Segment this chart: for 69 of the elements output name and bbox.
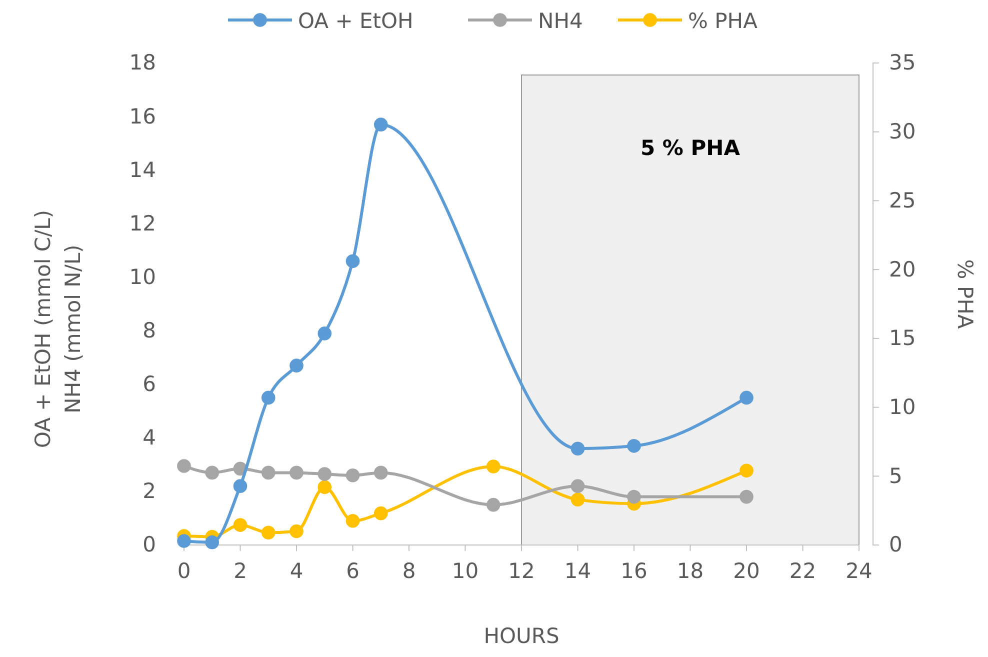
point	[570, 479, 585, 493]
point	[290, 466, 304, 480]
point	[318, 467, 332, 481]
y-tick-label: 2	[142, 479, 156, 504]
y2-tick-label: 20	[889, 257, 916, 282]
x-tick-label: 0	[177, 558, 191, 583]
legend-label: % PHA	[688, 9, 758, 33]
x-tick-label: 8	[402, 558, 416, 583]
point	[627, 490, 641, 504]
x-tick-label: 22	[789, 558, 816, 583]
x-tick-label: 6	[346, 558, 360, 583]
y-tick-label: 0	[142, 532, 156, 557]
point	[740, 490, 754, 504]
x-tick-label: 10	[452, 558, 479, 583]
point	[261, 526, 276, 540]
x-tick-label: 12	[508, 558, 535, 583]
y-tick-label: 6	[142, 372, 156, 396]
point	[374, 118, 388, 132]
point	[205, 535, 220, 550]
point	[261, 466, 276, 480]
point	[570, 492, 585, 506]
y-tick-label: 12	[129, 211, 156, 236]
y2-tick-label: 5	[889, 464, 902, 488]
point	[318, 480, 332, 494]
x-tick-label: 2	[234, 558, 247, 583]
point	[290, 358, 304, 372]
legend-label: OA + EtOH	[298, 9, 414, 33]
point	[486, 498, 500, 512]
point	[346, 514, 360, 528]
point	[233, 479, 248, 493]
point	[346, 468, 360, 482]
x-tick-label: 18	[676, 558, 704, 583]
y-tick-label: 10	[129, 264, 156, 289]
y-tick-label: 14	[129, 158, 156, 182]
point	[740, 464, 754, 478]
y-tick-label: 4	[142, 426, 156, 450]
annotation: 5 % PHA	[640, 136, 741, 160]
point	[740, 390, 754, 405]
y2-tick-label: 30	[889, 120, 916, 144]
y2-tick-label: 25	[889, 188, 916, 212]
x-tick-label: 14	[564, 558, 592, 583]
y2-tick-label: 0	[889, 532, 902, 557]
x-tick-label: 16	[620, 558, 648, 583]
point	[318, 326, 332, 340]
x-axis-title: HOURS	[484, 624, 560, 648]
point	[177, 534, 191, 548]
point	[261, 390, 276, 405]
point	[346, 254, 360, 268]
y2-tick-label: 10	[889, 395, 916, 420]
y-tick-label: 8	[142, 318, 156, 342]
y-tick-label: 18	[129, 50, 156, 75]
x-tick-label: 4	[290, 558, 304, 583]
point	[290, 524, 304, 538]
point	[374, 506, 388, 520]
y2-axis-title: % PHA	[953, 259, 977, 330]
x-tick-label: 20	[733, 558, 760, 583]
y2-tick-label: 35	[889, 50, 916, 75]
point	[374, 466, 388, 480]
x-tick-label: 24	[846, 558, 872, 583]
y-tick-label: 16	[129, 104, 156, 128]
point	[205, 466, 220, 480]
point	[627, 439, 641, 453]
point	[233, 518, 248, 532]
point	[177, 459, 191, 473]
point	[570, 442, 585, 456]
legend-label: NH4	[538, 9, 583, 33]
y-axis-title: OA + EtOH (mmol C/L) NH4 (mmol N/L)	[31, 210, 85, 448]
point	[486, 460, 500, 474]
y2-tick-label: 15	[889, 326, 916, 350]
